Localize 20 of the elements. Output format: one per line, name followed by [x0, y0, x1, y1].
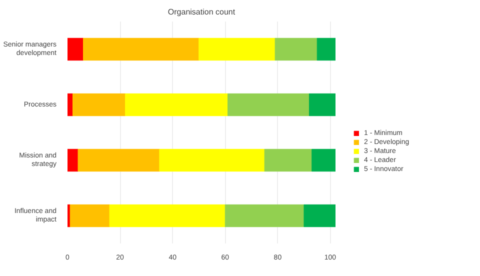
bar [109, 204, 226, 228]
bar [198, 38, 276, 61]
bar [83, 38, 200, 61]
bar [159, 148, 265, 172]
bar [68, 38, 84, 61]
bar [274, 38, 318, 61]
bar [72, 93, 126, 116]
bar [264, 148, 312, 172]
chart-title: Organisation count [168, 8, 236, 16]
bar [68, 148, 78, 172]
bar [224, 204, 304, 228]
bar [68, 93, 74, 116]
bar [125, 93, 228, 116]
bar [316, 38, 336, 61]
bar [78, 148, 160, 172]
bar [228, 93, 310, 116]
bar [308, 93, 336, 116]
bar [304, 204, 336, 228]
bar [70, 204, 110, 228]
bar [312, 148, 336, 172]
